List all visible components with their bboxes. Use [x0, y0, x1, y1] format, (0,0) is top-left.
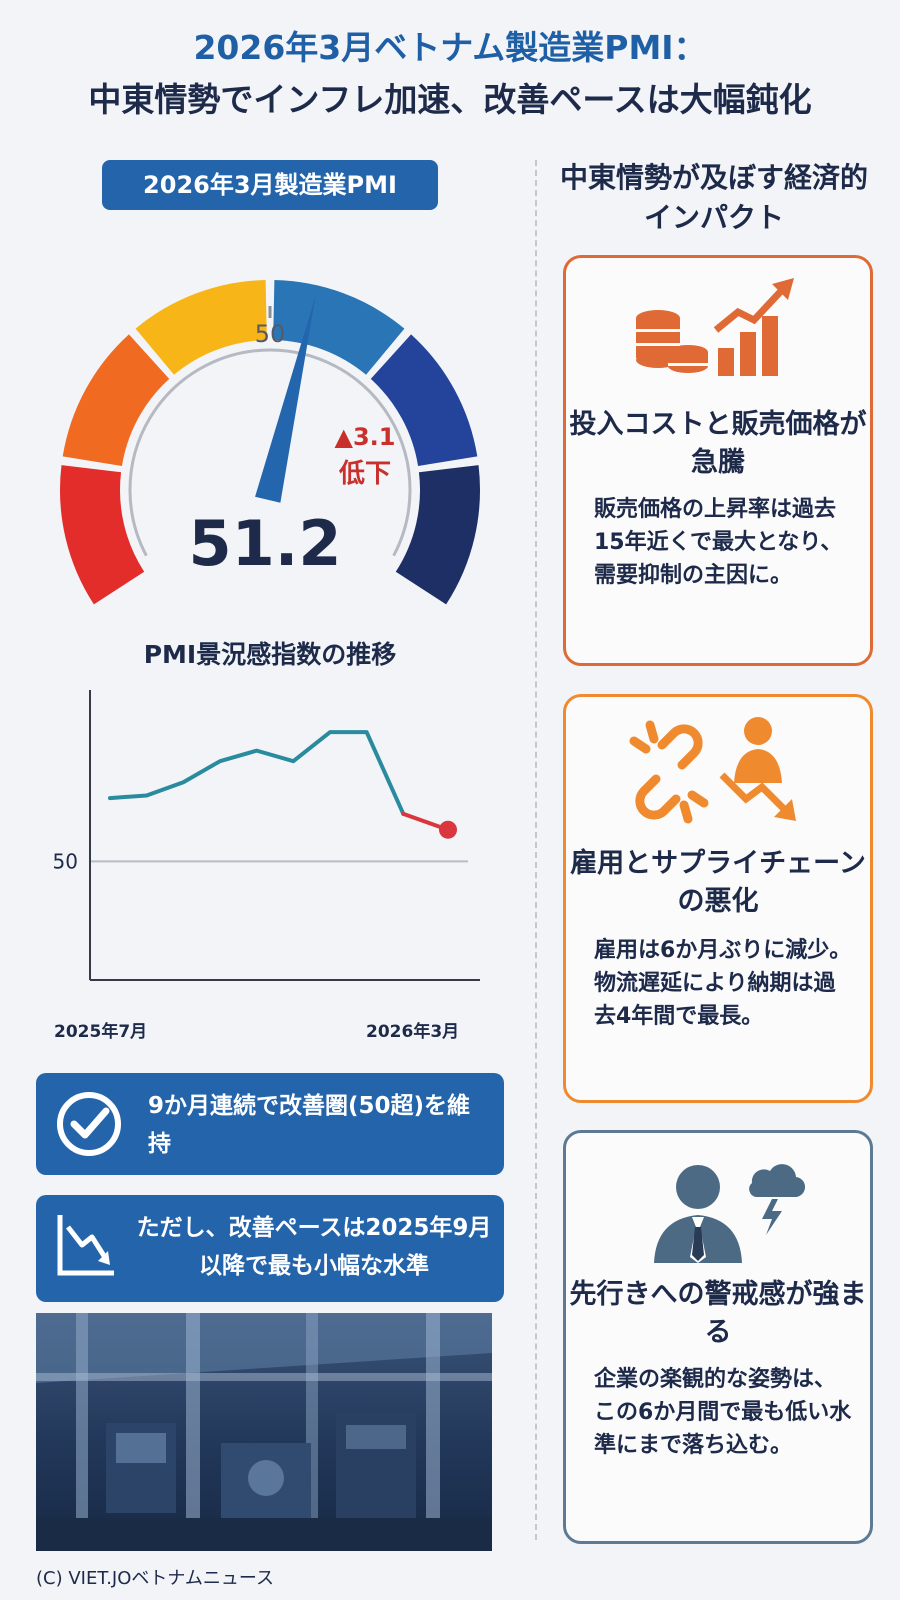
impact-card-outlook-title: 先行きへの警戒感が強まる: [569, 1279, 867, 1348]
gauge-value: 51.2: [189, 507, 342, 580]
highlight-improvement-text: 9か月連続で改善圏(50超)を維持: [148, 1093, 471, 1157]
x-tick-start: 2025年7月: [54, 1022, 148, 1042]
page-title: 2026年3月ベトナム製造業PMI： 中東情勢でインフレ加速、改善ペースは大幅鈍…: [0, 22, 900, 126]
trend-chart: 50: [53, 690, 480, 981]
gauge-segment: [59, 465, 145, 605]
broken-chain-person-down-icon: [629, 717, 796, 824]
impact-card-supply: 雇用とサプライチェーンの悪化 雇用は6か月ぶりに減少。物流遅延により納期は過去4…: [563, 694, 873, 1103]
series-line: [108, 730, 406, 816]
businessman-storm-icon: [654, 1164, 806, 1263]
factory-photo: [36, 1313, 492, 1551]
highlight-slowdown-text: ただし、改善ペースは2025年9月以降で最も小幅な水準: [136, 1215, 492, 1279]
gauge-segment: [273, 280, 405, 375]
check-circle-icon: [57, 1092, 121, 1156]
coins-rising-chart-icon: [636, 278, 794, 376]
impact-card-supply-title: 雇用とサプライチェーンの悪化: [570, 848, 866, 917]
gauge-segment: [395, 465, 480, 605]
pmi-gauge: 50 ▲3.1 低下 51.2: [59, 280, 480, 605]
gauge-segment: [62, 334, 170, 467]
impact-card-costs-body: 販売価格の上昇率は過去15年近くで最大となり、需要抑制の主因に。: [594, 497, 843, 588]
impact-heading: 中東情勢が及ぼす経済的インパクト: [559, 161, 868, 234]
gauge-inner-arc: [128, 348, 412, 557]
x-tick-end: 2026年3月: [366, 1022, 460, 1042]
latest-point: [439, 820, 457, 839]
impact-card-outlook: 先行きへの警戒感が強まる 企業の楽観的な姿勢は、この6か月間で最も低い水準にまで…: [563, 1130, 873, 1544]
factory-illustration: [36, 1313, 492, 1551]
gauge-segment: [370, 334, 478, 467]
gauge-segment: [135, 280, 267, 375]
impact-card-supply-body: 雇用は6か月ぶりに減少。物流遅延により納期は過去4年間で最長。: [594, 938, 852, 1029]
impact-card-outlook-body: 企業の楽観的な姿勢は、この6か月間で最も低い水準にまで落ち込む。: [594, 1367, 852, 1458]
impact-card-costs-title: 投入コストと販売価格が急騰: [569, 409, 867, 478]
chart-down-icon: [57, 1215, 114, 1276]
gauge-segments: [59, 280, 480, 605]
gauge-change-value: ▲3.1: [335, 423, 396, 451]
column-divider: [535, 160, 537, 1540]
impact-card-costs: 投入コストと販売価格が急騰 販売価格の上昇率は過去15年近くで最大となり、需要抑…: [563, 255, 873, 666]
title-line-1: 2026年3月ベトナム製造業PMI：: [193, 28, 707, 67]
reference-label-50: 50: [53, 849, 78, 873]
footer-credit: (C) VIET.JOベトナムニュース: [36, 1568, 274, 1589]
title-line-2: 中東情勢でインフレ加速、改善ペースは大幅鈍化: [88, 80, 812, 119]
highlight-slowdown: ただし、改善ペースは2025年9月以降で最も小幅な水準: [36, 1195, 504, 1302]
gauge-mid-label: 50: [255, 320, 286, 348]
trend-chart-title: PMI景況感指数の推移: [143, 640, 397, 669]
gauge-change-word: 低下: [338, 459, 391, 489]
highlight-improvement: 9か月連続で改善圏(50超)を維持: [36, 1073, 504, 1175]
pmi-label-pill: 2026年3月製造業PMI: [102, 160, 438, 210]
gauge-needle: [255, 295, 316, 503]
